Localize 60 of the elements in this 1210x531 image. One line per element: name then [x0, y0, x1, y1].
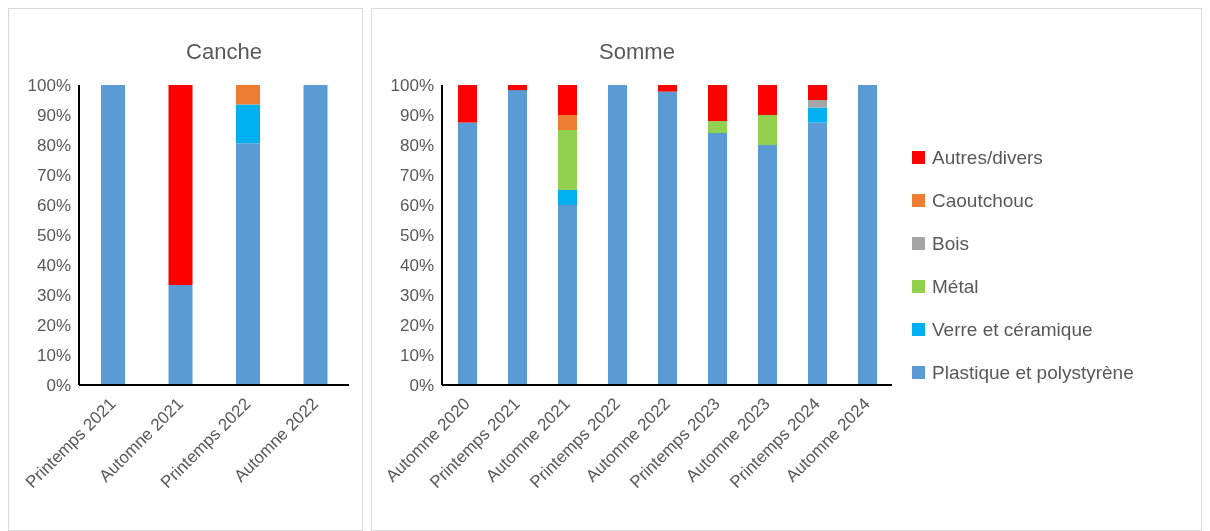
chart-title: Somme	[598, 39, 676, 65]
y-tick-label: 20%	[399, 316, 434, 336]
bar	[558, 205, 577, 385]
legend-label: Caoutchouc	[932, 189, 1034, 212]
y-tick-label: 30%	[36, 286, 71, 306]
bar	[658, 85, 677, 92]
bar	[101, 85, 125, 385]
bar	[508, 85, 527, 91]
y-tick-label: 50%	[399, 226, 434, 246]
legend-label: Métal	[932, 275, 979, 298]
bar	[558, 115, 577, 130]
bar	[168, 85, 193, 286]
bar	[808, 85, 827, 100]
bar	[458, 122, 477, 385]
bar	[458, 85, 477, 123]
y-tick-label: 70%	[399, 166, 434, 186]
y-tick-label: 80%	[399, 136, 434, 156]
bar	[236, 143, 260, 385]
y-tick-label: 30%	[399, 286, 434, 306]
bar	[608, 85, 627, 385]
legend-label: Bois	[932, 232, 969, 255]
bar	[758, 145, 777, 385]
bar	[758, 115, 777, 145]
legend-label: Autres/divers	[932, 146, 1043, 169]
bar	[236, 104, 260, 144]
y-tick-label: 40%	[399, 256, 434, 276]
y-tick-label: 50%	[36, 226, 71, 246]
y-tick-label: 10%	[399, 346, 434, 366]
bar	[303, 85, 328, 385]
legend-label: Plastique et polystyrène	[932, 361, 1134, 384]
y-tick-label: 40%	[36, 256, 71, 276]
y-tick-label: 0%	[409, 376, 434, 396]
y-tick-label: 20%	[36, 316, 71, 336]
y-tick-label: 90%	[36, 106, 71, 126]
legend-label: Verre et céramique	[932, 318, 1093, 341]
y-tick-label: 70%	[36, 166, 71, 186]
bar	[708, 133, 727, 385]
bar	[808, 100, 827, 108]
y-tick-label: 10%	[36, 346, 71, 366]
y-tick-label: 90%	[399, 106, 434, 126]
y-tick-label: 0%	[46, 376, 71, 396]
bar	[758, 85, 777, 115]
y-tick-label: 100%	[390, 76, 434, 96]
bar	[168, 285, 193, 385]
bar	[658, 91, 677, 385]
bar	[808, 107, 827, 123]
bar	[236, 85, 260, 105]
y-tick-label: 80%	[36, 136, 71, 156]
y-tick-label: 60%	[36, 196, 71, 216]
bar	[508, 90, 527, 385]
bar	[558, 130, 577, 190]
bar	[558, 190, 577, 205]
chart-title: Canche	[185, 39, 263, 65]
bar	[708, 85, 727, 121]
bar	[708, 121, 727, 133]
y-tick-label: 60%	[399, 196, 434, 216]
y-tick-label: 100%	[27, 76, 71, 96]
bar	[558, 85, 577, 115]
bar	[858, 85, 877, 385]
bar	[808, 122, 827, 385]
